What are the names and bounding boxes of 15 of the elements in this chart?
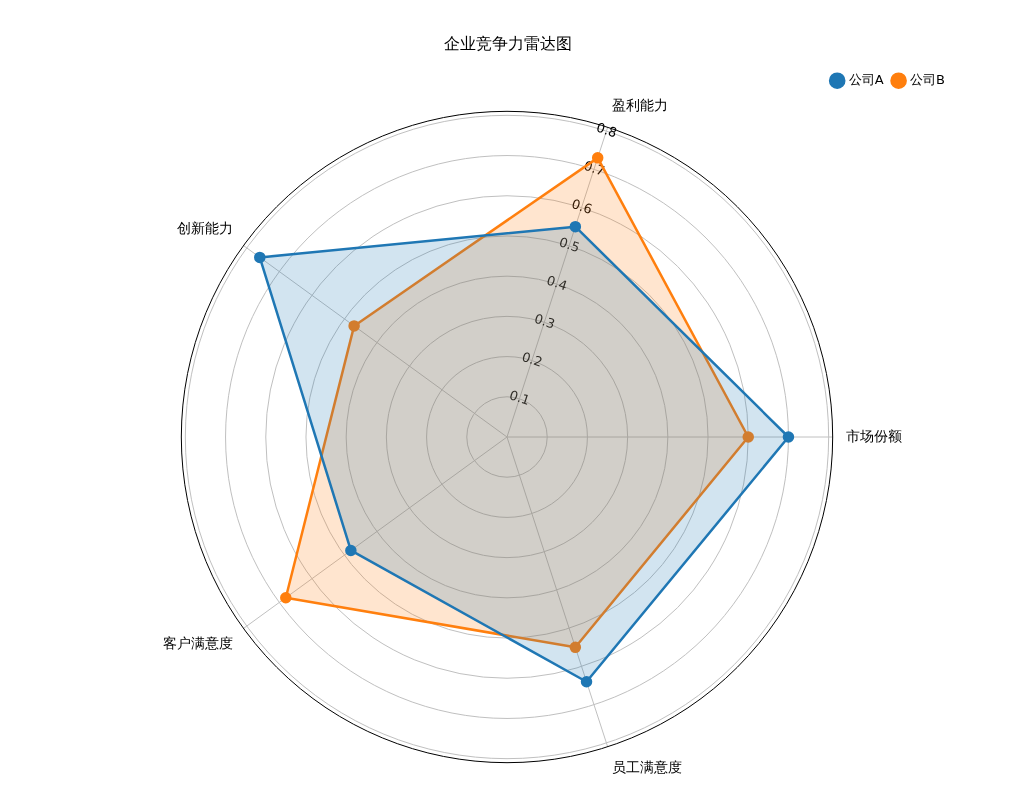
spoke-label: 创新能力	[176, 219, 233, 236]
y-tick-label: 0.5	[557, 234, 582, 256]
legend-label: 公司A	[848, 72, 884, 88]
y-tick-label: 0.6	[569, 196, 595, 217]
y-tick-label: 0.1	[507, 387, 532, 409]
spoke-label: 市场份额	[846, 427, 903, 444]
y-tick-label: 0.8	[594, 119, 619, 141]
chart-title: 企业竞争力雷达图	[443, 33, 572, 53]
spoke-label: 盈利能力	[611, 96, 668, 113]
y-tick-label: 0.3	[532, 310, 557, 332]
y-tick-label: 0.4	[544, 272, 570, 294]
y-tick-label: 0.2	[520, 349, 545, 370]
spoke-label: 员工满意度	[611, 758, 682, 775]
legend-label: 公司B	[910, 72, 945, 88]
spoke-label: 客户满意度	[162, 635, 233, 652]
